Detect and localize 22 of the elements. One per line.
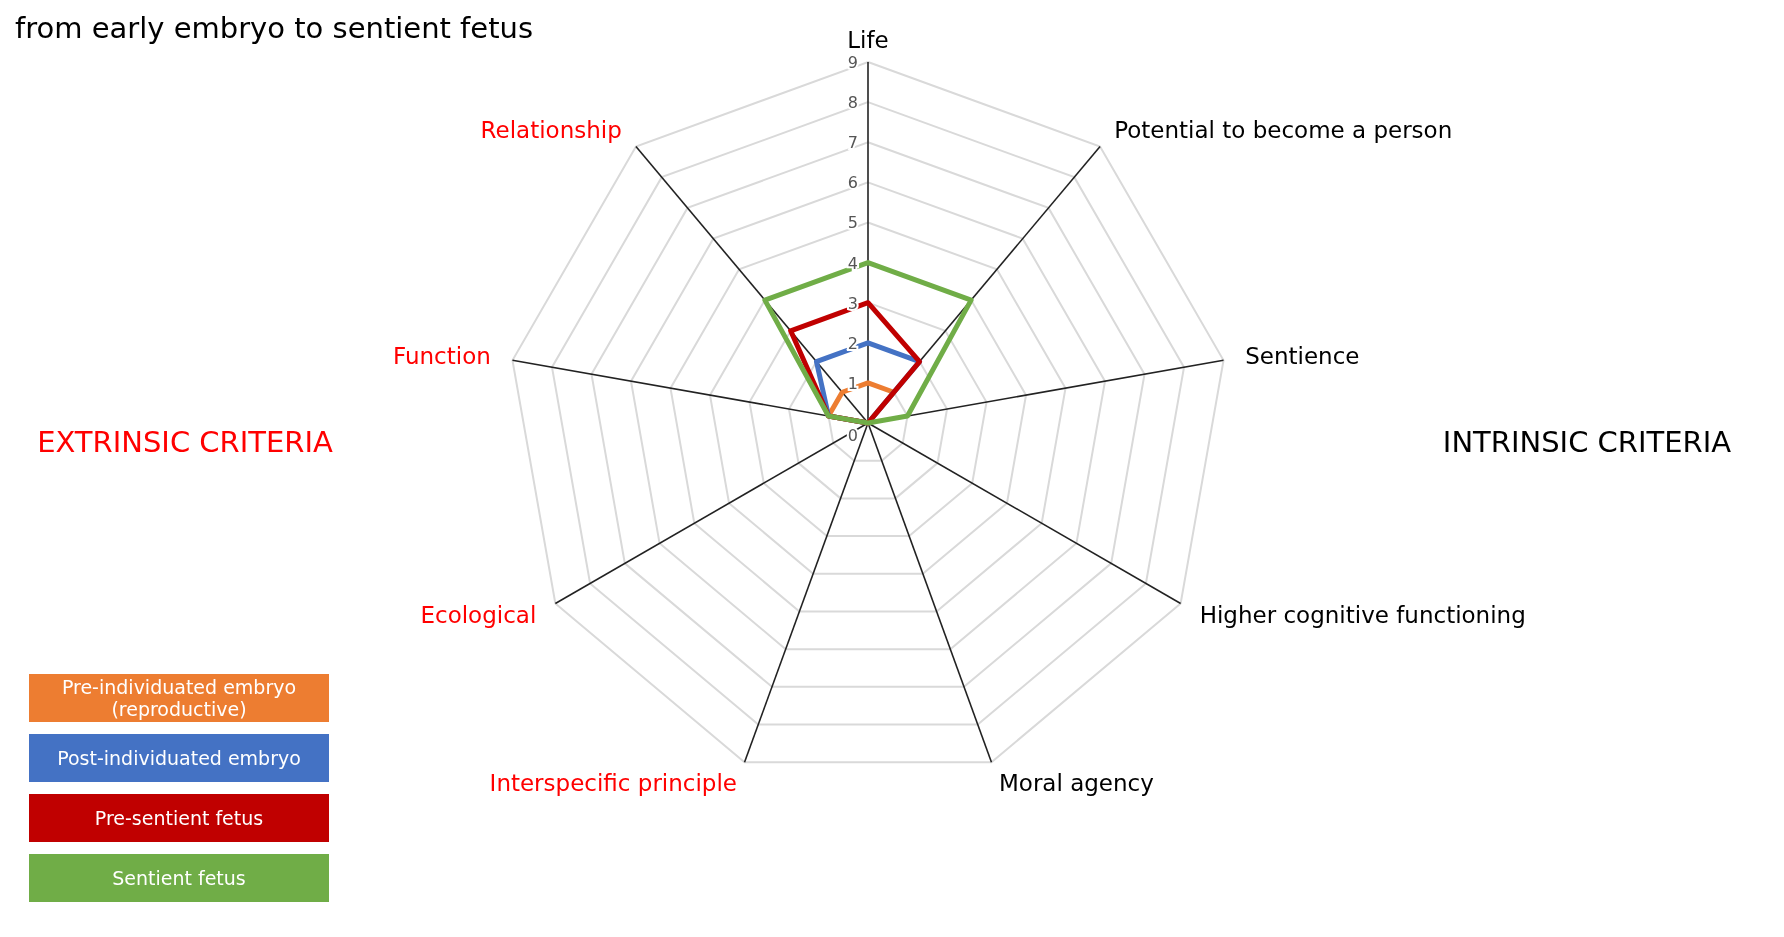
- text: Post-individuated embryo: [57, 747, 301, 769]
- chart-title: from early embryo to sentient fetus: [15, 11, 534, 45]
- y-tick-label: 8: [847, 93, 858, 113]
- text: Pre-sentient fetus: [94, 807, 264, 829]
- y-tick-label: 6: [847, 173, 858, 193]
- y-tick-label: 9: [847, 53, 858, 72]
- text: Sentient fetus: [112, 867, 246, 889]
- y-tick-label: 0: [847, 426, 858, 445]
- spoke-label: Moral agency: [998, 769, 1154, 796]
- y-tick-label: 7: [847, 133, 858, 153]
- spoke-label: Life: [847, 27, 889, 53]
- spoke-label: Sentience: [1245, 343, 1360, 370]
- spoke-label: Ecological: [420, 601, 537, 628]
- spoke-label: Interspecific principle: [489, 769, 738, 796]
- text: Pre-individuated embryo (reproductive): [61, 676, 297, 720]
- spoke-label: Potential to become a person: [1114, 116, 1453, 143]
- spoke-label: Relationship: [480, 116, 622, 143]
- spoke-label: Function: [392, 343, 491, 370]
- text: EXTRINSIC CRITERIA: [37, 425, 334, 459]
- text: INTRINSIC CRITERIA: [1442, 425, 1732, 459]
- y-tick-label: 5: [847, 213, 858, 233]
- spoke-label: Higher cognitive functioning: [1199, 601, 1526, 628]
